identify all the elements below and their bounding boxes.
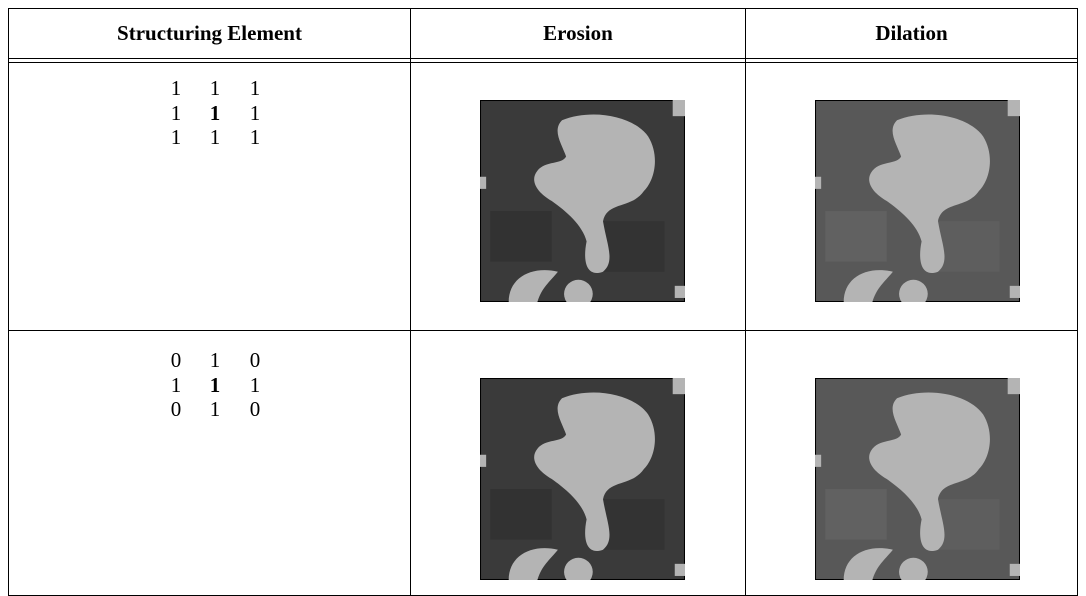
column-header: Erosion [543,21,613,45]
matrix-entry: 0 [170,397,182,421]
matrix-entry: 1 [249,100,261,125]
matrix-entry: 1 [249,125,261,149]
image [478,98,687,309]
image-cell [478,376,687,587]
header-rule [8,62,1078,63]
header-rule [8,58,1078,59]
image-cell [813,98,1022,309]
matrix-entry: 1 [170,76,182,100]
matrix-entry: 0 [249,348,261,372]
column-header: Structuring Element [117,21,302,45]
image [478,376,687,587]
table-border [8,8,1078,9]
row-rule [8,330,1078,331]
matrix-entry: 1 [209,348,221,372]
matrix-entry: 1 [209,372,221,397]
column-rule [410,8,411,596]
matrix-entry: 1 [249,372,261,397]
matrix-entry: 1 [209,76,221,100]
table-border [8,8,9,596]
image-cell [813,376,1022,587]
matrix-entry: 1 [170,125,182,149]
image-cell [478,98,687,309]
matrix-entry: 1 [249,76,261,100]
column-rule [745,8,746,596]
table-border [1077,8,1078,596]
image [813,98,1022,309]
column-header: Dilation [875,21,948,45]
matrix-entry: 0 [249,397,261,421]
image [813,376,1022,587]
matrix-entry: 1 [170,100,182,125]
matrix-entry: 1 [209,100,221,125]
matrix-entry: 1 [170,372,182,397]
matrix-entry: 0 [170,348,182,372]
matrix-entry: 1 [209,125,221,149]
matrix-entry: 1 [209,397,221,421]
